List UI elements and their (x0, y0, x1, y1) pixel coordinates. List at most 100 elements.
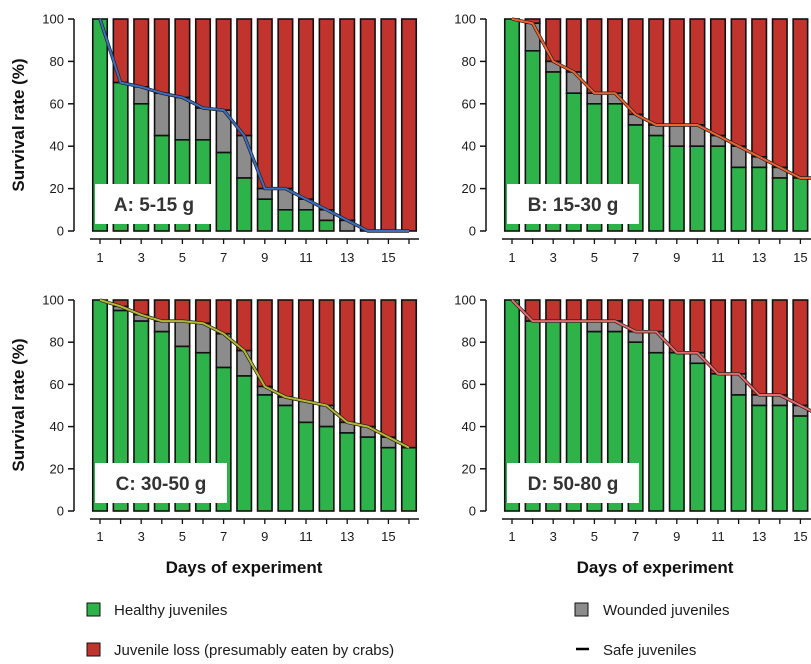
x-tick-label: 5 (591, 250, 598, 265)
x-tick-label: 11 (711, 250, 725, 265)
bar-loss-day-14 (359, 18, 376, 232)
y-tick-label: 80 (462, 54, 476, 69)
bar-loss-day-16 (400, 18, 418, 232)
x-tick-label: 15 (793, 250, 807, 265)
x-tick-label: 1 (96, 250, 103, 265)
bar-loss-day-14 (771, 18, 788, 169)
panel-label: B: 15-30 g (528, 195, 619, 216)
bar-loss-day-11 (297, 18, 315, 200)
bar-wounded-day-5 (174, 96, 191, 141)
bar-loss-day-9 (256, 18, 273, 190)
x-tick-label: 3 (138, 529, 145, 544)
x-axis-title-right: Days of experiment (577, 558, 734, 577)
bar-loss-day-7 (215, 18, 232, 111)
y-tick-label: 40 (462, 419, 476, 434)
legend-label-safe: Safe juveniles (603, 642, 696, 659)
bar-loss-day-8 (236, 18, 253, 137)
x-tick-label: 7 (632, 529, 639, 544)
safe-line (511, 299, 811, 413)
y-tick-label: 60 (50, 377, 64, 392)
bar-healthy-day-9 (256, 198, 273, 232)
y-tick-label: 80 (462, 335, 476, 350)
bar-loss-day-15 (380, 18, 397, 232)
bar-healthy-day-9 (668, 145, 685, 232)
x-tick-label: 7 (220, 250, 227, 265)
y-tick-label: 40 (462, 139, 476, 154)
bar-loss-day-12 (730, 18, 747, 147)
panel-label-box (95, 463, 227, 503)
bar-loss-day-9 (256, 299, 273, 388)
y-tick-label: 60 (462, 377, 476, 392)
bar-healthy-day-9 (256, 394, 273, 512)
bar-loss-day-12 (318, 18, 335, 211)
legend-swatch-wounded (574, 602, 589, 617)
x-tick-label: 3 (138, 250, 145, 265)
x-tick-label: 11 (711, 529, 725, 544)
panel-label-box (507, 463, 639, 503)
x-tick-label: 3 (550, 529, 557, 544)
bar-loss-day-14 (359, 299, 376, 428)
bar-healthy-day-14 (771, 404, 788, 512)
y-axis-title-top: Survival rate (%) (9, 58, 28, 191)
y-tick-label: 80 (50, 54, 64, 69)
legend-label-wounded: Wounded juveniles (603, 602, 729, 619)
bar-loss-day-8 (236, 299, 253, 352)
bar-loss-day-5 (586, 299, 603, 322)
bar-loss-day-10 (689, 18, 706, 126)
x-tick-label: 9 (673, 250, 680, 265)
y-tick-label: 100 (42, 12, 64, 27)
x-tick-label: 5 (591, 529, 598, 544)
x-tick-label: 1 (96, 529, 103, 544)
bar-loss-day-11 (709, 299, 727, 375)
y-tick-label: 40 (50, 139, 64, 154)
bar-loss-day-9 (668, 18, 685, 126)
bar-loss-day-9 (668, 299, 685, 354)
bar-healthy-day-16 (400, 446, 418, 512)
bar-healthy-day-13 (339, 432, 356, 512)
x-tick-label: 3 (550, 250, 557, 265)
bar-healthy-day-9 (668, 351, 685, 512)
bar-healthy-day-11 (297, 421, 315, 512)
bar-wounded-day-2 (524, 22, 541, 52)
bar-loss-day-3 (545, 299, 562, 322)
bar-loss-day-7 (627, 299, 644, 333)
y-tick-label: 20 (50, 461, 64, 476)
y-tick-label: 0 (469, 504, 476, 519)
x-tick-label: 13 (340, 529, 354, 544)
y-tick-label: 20 (50, 181, 64, 196)
bar-wounded-day-11 (297, 400, 315, 424)
bar-healthy-day-8 (648, 134, 665, 232)
bar-healthy-day-12 (730, 166, 747, 232)
bar-loss-day-12 (730, 299, 747, 375)
x-tick-label: 13 (752, 529, 766, 544)
bar-healthy-day-10 (277, 209, 294, 232)
x-tick-label: 15 (793, 529, 807, 544)
panel-label-box (95, 184, 213, 224)
x-tick-label: 5 (179, 250, 186, 265)
x-tick-label: 9 (673, 529, 680, 544)
bar-loss-day-4 (565, 18, 582, 73)
y-tick-label: 60 (462, 96, 476, 111)
y-axis-title-bottom: Survival rate (%) (9, 338, 28, 471)
legend-swatch-loss (86, 642, 101, 657)
panel-label: C: 30-50 g (116, 474, 207, 495)
y-tick-label: 100 (42, 293, 64, 308)
bar-loss-day-6 (194, 18, 212, 109)
x-tick-label: 7 (220, 529, 227, 544)
x-tick-label: 9 (261, 250, 268, 265)
bar-loss-day-13 (751, 18, 768, 158)
bar-healthy-day-8 (236, 177, 253, 232)
y-tick-label: 0 (57, 504, 64, 519)
y-tick-label: 80 (50, 335, 64, 350)
bar-healthy-day-12 (318, 219, 335, 232)
bar-healthy-day-14 (771, 177, 788, 232)
bar-healthy-day-12 (318, 425, 335, 512)
panel-label-box (507, 184, 639, 224)
legend-label-healthy: Healthy juveniles (114, 602, 227, 619)
